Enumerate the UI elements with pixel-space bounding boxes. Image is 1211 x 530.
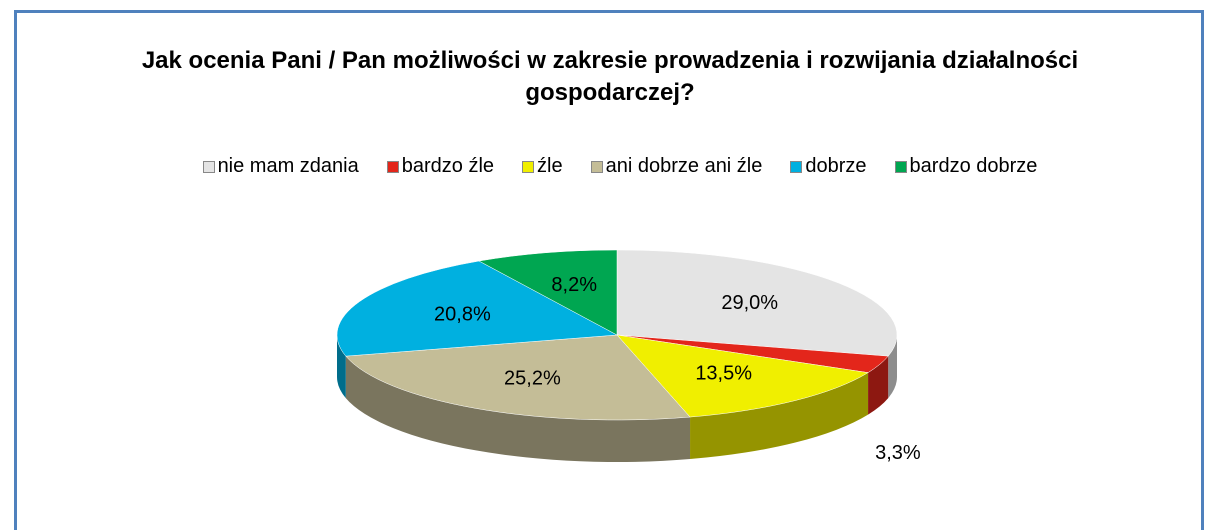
- legend-marker: [386, 160, 399, 173]
- data-label: 20,8%: [434, 303, 491, 325]
- slice: [616, 249, 898, 357]
- legend-label: ani dobrze ani źle: [605, 155, 763, 177]
- slice: [616, 334, 869, 418]
- slice: [478, 249, 618, 336]
- slice-side: [690, 372, 869, 460]
- slice-side: [337, 335, 346, 399]
- legend-item: bardzo dobrze: [894, 155, 1038, 178]
- slice-side: [345, 356, 691, 463]
- data-label: 29,0%: [721, 292, 778, 314]
- legend-label: źle: [537, 155, 563, 177]
- legend-label: bardzo źle: [401, 155, 495, 177]
- chart: 29,0% 3,3% 13,5% 25,2% 20,8% 8,2%: [336, 249, 921, 464]
- legend-label: nie mam zdania: [217, 155, 359, 177]
- slice-side: [888, 335, 897, 399]
- legend-marker: [202, 160, 215, 173]
- data-label: 8,2%: [551, 274, 597, 296]
- legend-marker: [522, 160, 535, 173]
- legend-marker: [790, 160, 803, 173]
- legend-label: bardzo dobrze: [909, 155, 1038, 177]
- frame: [14, 10, 1204, 530]
- slice: [345, 334, 691, 421]
- legend-item: ani dobrze ani źle: [590, 155, 763, 178]
- legend-label: dobrze: [805, 155, 867, 177]
- data-label: 13,5%: [695, 363, 752, 385]
- legend-marker: [894, 160, 907, 173]
- slice: [336, 260, 618, 357]
- legend: nie mam zdania bardzo źle źle ani dobrze an…: [0, 155, 1211, 178]
- slice-side: [868, 356, 889, 415]
- legend-marker: [590, 160, 603, 173]
- data-label: 3,3%: [875, 442, 921, 464]
- legend-item: bardzo źle: [386, 155, 495, 178]
- legend-item: dobrze: [790, 155, 867, 178]
- legend-item: nie mam zdania: [202, 155, 359, 178]
- data-label: 25,2%: [504, 367, 561, 389]
- legend-item: źle: [522, 155, 563, 178]
- page: Jak ocenia Pani / Pan możliwości w zakre…: [0, 10, 1211, 530]
- chart-title: Jak ocenia Pani / Pan możliwości w zakre…: [141, 47, 1079, 106]
